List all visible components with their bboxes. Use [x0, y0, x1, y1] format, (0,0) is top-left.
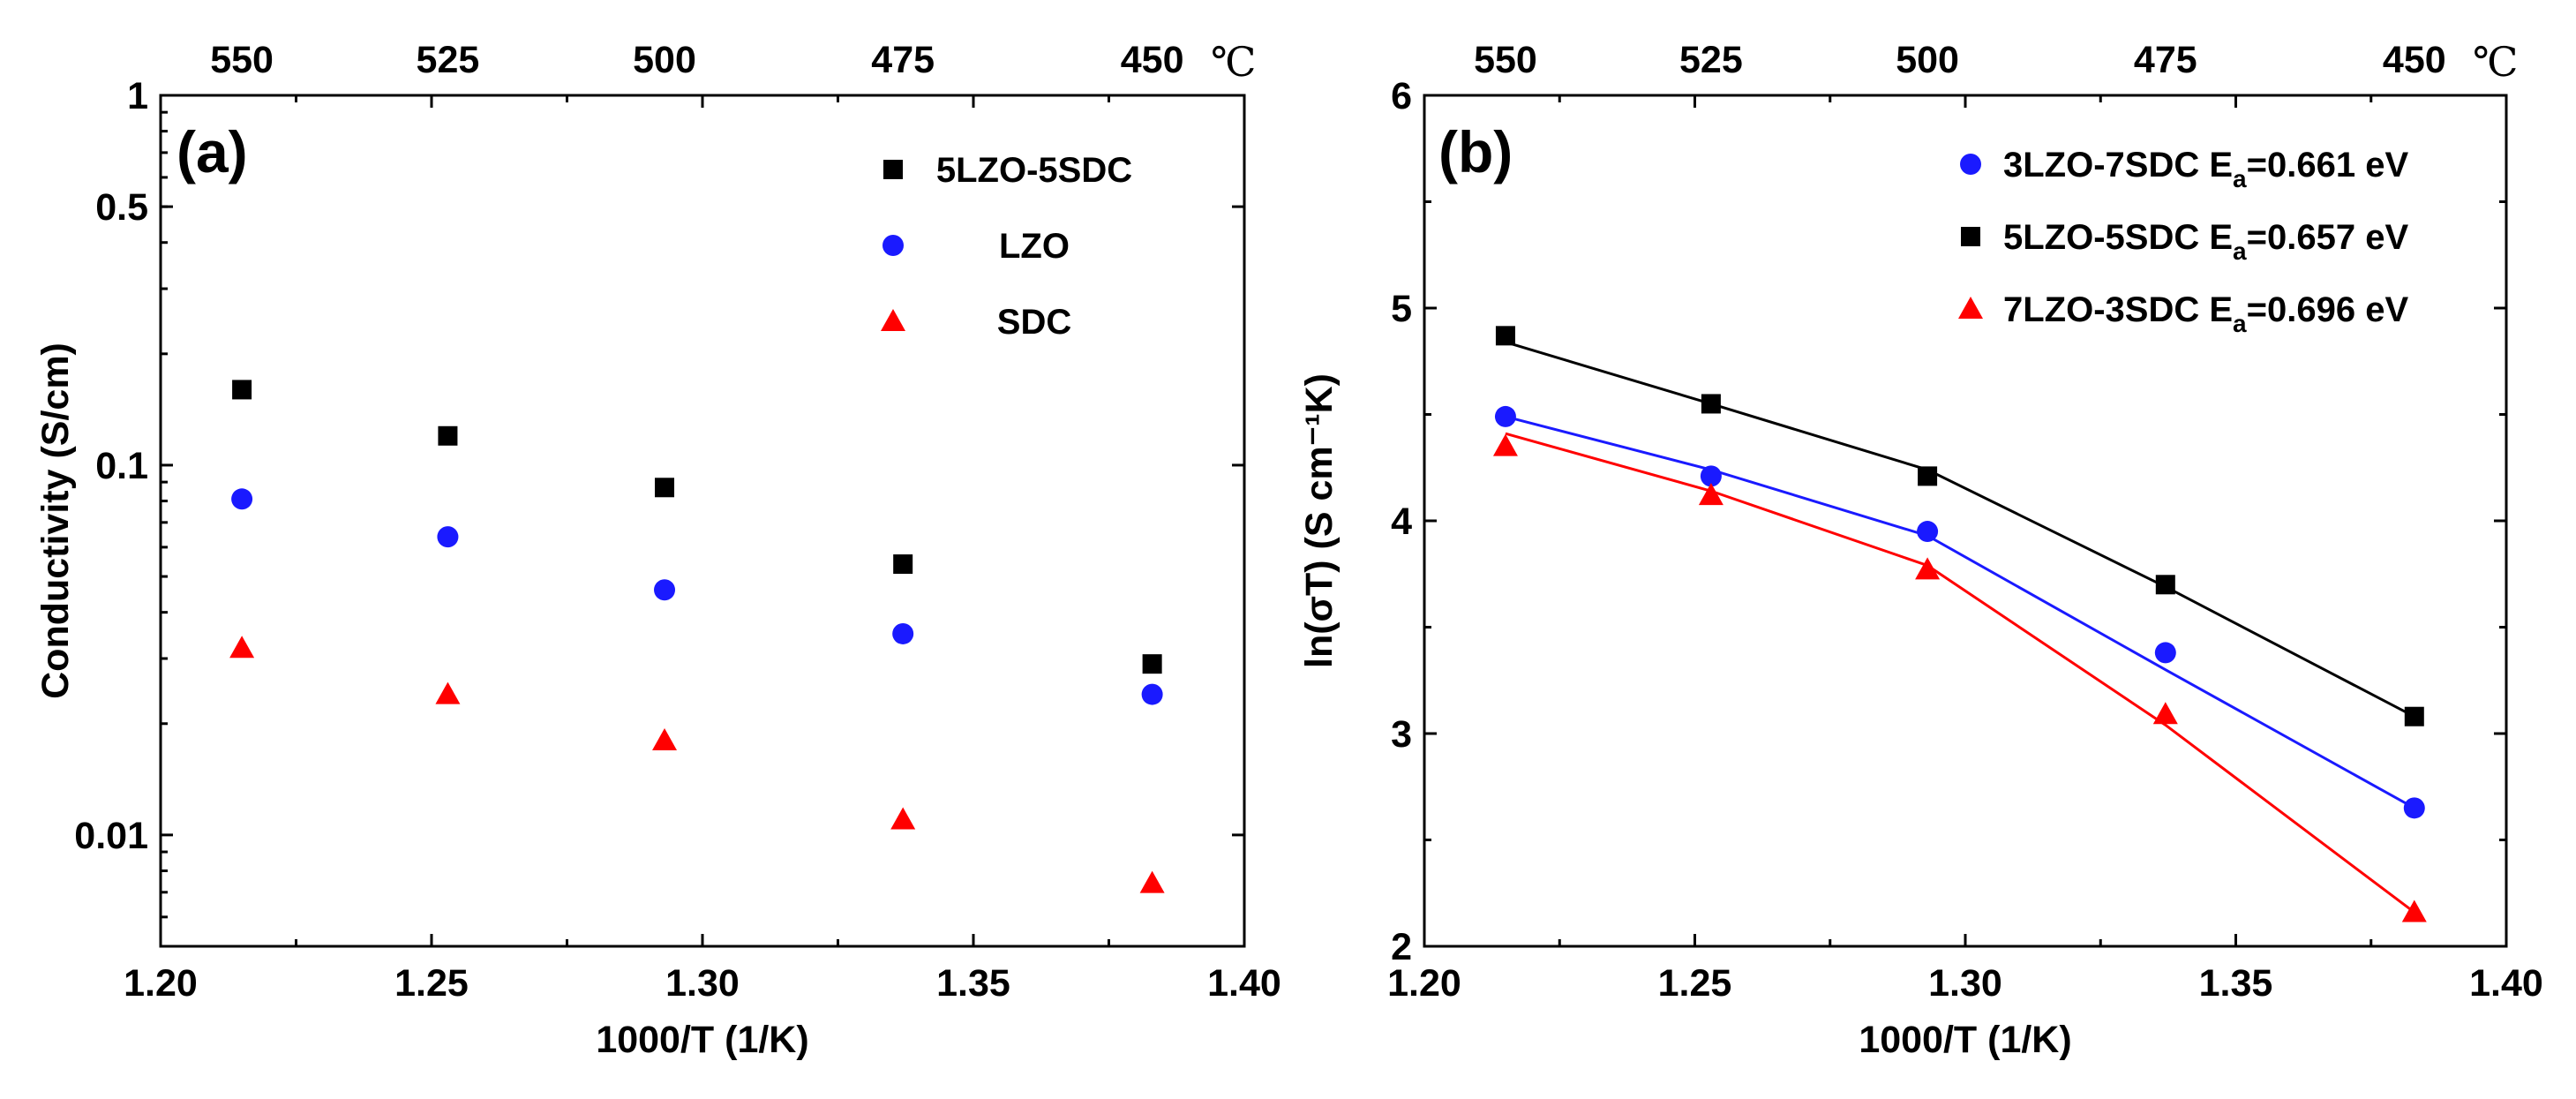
x-axis-title: 1000/T (1/K)	[1859, 1019, 2071, 1061]
legend-marker	[881, 309, 905, 331]
legend-marker	[882, 235, 904, 256]
data-point	[654, 579, 676, 601]
y-tick-label: 0.1	[95, 445, 148, 487]
data-point	[1918, 466, 1938, 486]
y-axis-title: Conductivity (S/cm)	[34, 342, 77, 699]
chart-panel-a: 1.20 1.25 1.30 1.35 1.40 550 525 500 475 450 ℃ 1 0.5…	[34, 38, 1281, 1061]
data-point	[1492, 433, 1518, 456]
y-tick-label: 5	[1391, 288, 1412, 330]
data-point	[435, 681, 461, 704]
x-tick-label: 1.40	[1207, 962, 1281, 1005]
x-tick-label: 1.35	[936, 962, 1010, 1005]
y-tick-label: 0.5	[95, 186, 148, 229]
series-line	[1505, 415, 2415, 809]
top-temperature-label: 475	[2134, 39, 2197, 81]
data-point	[1494, 405, 1516, 427]
top-temperature-label: 525	[417, 39, 480, 81]
data-point	[890, 807, 916, 830]
top-temperature-label: 550	[210, 39, 274, 81]
data-point	[1915, 557, 1941, 580]
data-point	[2152, 702, 2178, 725]
data-point	[1917, 521, 1939, 543]
top-temperature-label: 500	[1896, 39, 1959, 81]
series-7lzo-3sdc	[1492, 432, 2427, 922]
x-tick-label: 1.30	[1928, 962, 2002, 1005]
series-3lzo-7sdc	[1494, 405, 2425, 819]
series-sdc	[229, 636, 1165, 893]
legend-label: 3LZO-7SDC Ea=0.661 eV	[2003, 146, 2408, 192]
x-tick-label: 1.20	[1387, 962, 1461, 1005]
data-point	[1495, 326, 1515, 346]
x-tick-label: 1.25	[1658, 962, 1732, 1005]
panel-label: (a)	[176, 119, 248, 184]
data-point	[2404, 706, 2424, 726]
data-point	[2154, 642, 2176, 664]
y-tick-label: 3	[1391, 713, 1412, 756]
legend-marker	[1960, 154, 1981, 175]
data-point	[1700, 465, 1722, 487]
x-axis-title: 1000/T (1/K)	[596, 1019, 808, 1061]
data-point	[1139, 870, 1165, 893]
series-line	[1505, 432, 2415, 914]
data-point	[2155, 575, 2175, 595]
data-point	[232, 380, 252, 400]
data-point	[231, 488, 253, 510]
series-5lzo-5sdc	[1495, 326, 2424, 726]
chart-panel-b: 1.20 1.25 1.30 1.35 1.40 550 525 500 475 450 ℃ 2 3 4 5…	[1298, 38, 2543, 1061]
temperature-unit-label: ℃	[2473, 38, 2518, 86]
legend-label: 7LZO-3SDC Ea=0.696 eV	[2003, 290, 2408, 337]
x-tick-label: 1.40	[2469, 962, 2543, 1005]
plot-frame	[159, 94, 1246, 948]
data-point	[892, 622, 914, 644]
x-tick-label: 1.30	[665, 962, 740, 1005]
data-point	[2403, 797, 2425, 819]
legend-marker	[883, 160, 903, 179]
data-point	[655, 478, 675, 498]
y-axis-title: ln(σT) (S cm⁻¹K)	[1298, 373, 1341, 668]
top-temperature-label: 450	[1121, 39, 1184, 81]
data-point	[437, 526, 459, 548]
series-line	[1505, 341, 2415, 719]
data-point	[2401, 900, 2427, 922]
temperature-unit-label: ℃	[1211, 38, 1256, 86]
y-tick-label: 1	[127, 75, 148, 117]
data-point	[893, 554, 913, 575]
top-temperature-label: 500	[633, 39, 696, 81]
panel-label: (b)	[1438, 119, 1513, 184]
y-tick-label: 6	[1391, 75, 1412, 117]
legend-marker	[1958, 297, 1983, 319]
x-tick-label: 1.35	[2199, 962, 2273, 1005]
data-point	[1141, 683, 1163, 705]
legend-label: 5LZO-5SDC Ea=0.657 eV	[2003, 218, 2408, 265]
data-point	[1701, 394, 1721, 414]
top-temperature-label: 550	[1474, 39, 1537, 81]
legend-label: SDC	[997, 303, 1071, 342]
data-point	[1142, 654, 1162, 674]
legend-marker	[1961, 227, 1980, 246]
x-tick-label: 1.20	[124, 962, 198, 1005]
data-point	[1698, 483, 1724, 506]
legend: 5LZO-5SDC LZO SDC	[881, 151, 1132, 342]
top-temperature-label: 475	[871, 39, 935, 81]
legend-label: LZO	[999, 227, 1070, 266]
y-tick-label: 2	[1391, 926, 1412, 968]
legend-label: 5LZO-5SDC	[936, 151, 1132, 190]
legend: 3LZO-7SDC Ea=0.661 eV 5LZO-5SDC Ea=0.657 …	[1958, 146, 2408, 337]
y-tick-label: 4	[1391, 501, 1412, 543]
series-5lzo-5sdc	[232, 380, 1162, 674]
series-lzo	[231, 488, 1163, 705]
data-point	[229, 636, 255, 659]
x-tick-label: 1.25	[394, 962, 469, 1005]
top-temperature-label: 450	[2383, 39, 2446, 81]
data-point	[438, 425, 458, 446]
y-tick-label: 0.01	[74, 815, 148, 857]
data-point	[652, 727, 678, 750]
top-temperature-label: 525	[1679, 39, 1743, 81]
